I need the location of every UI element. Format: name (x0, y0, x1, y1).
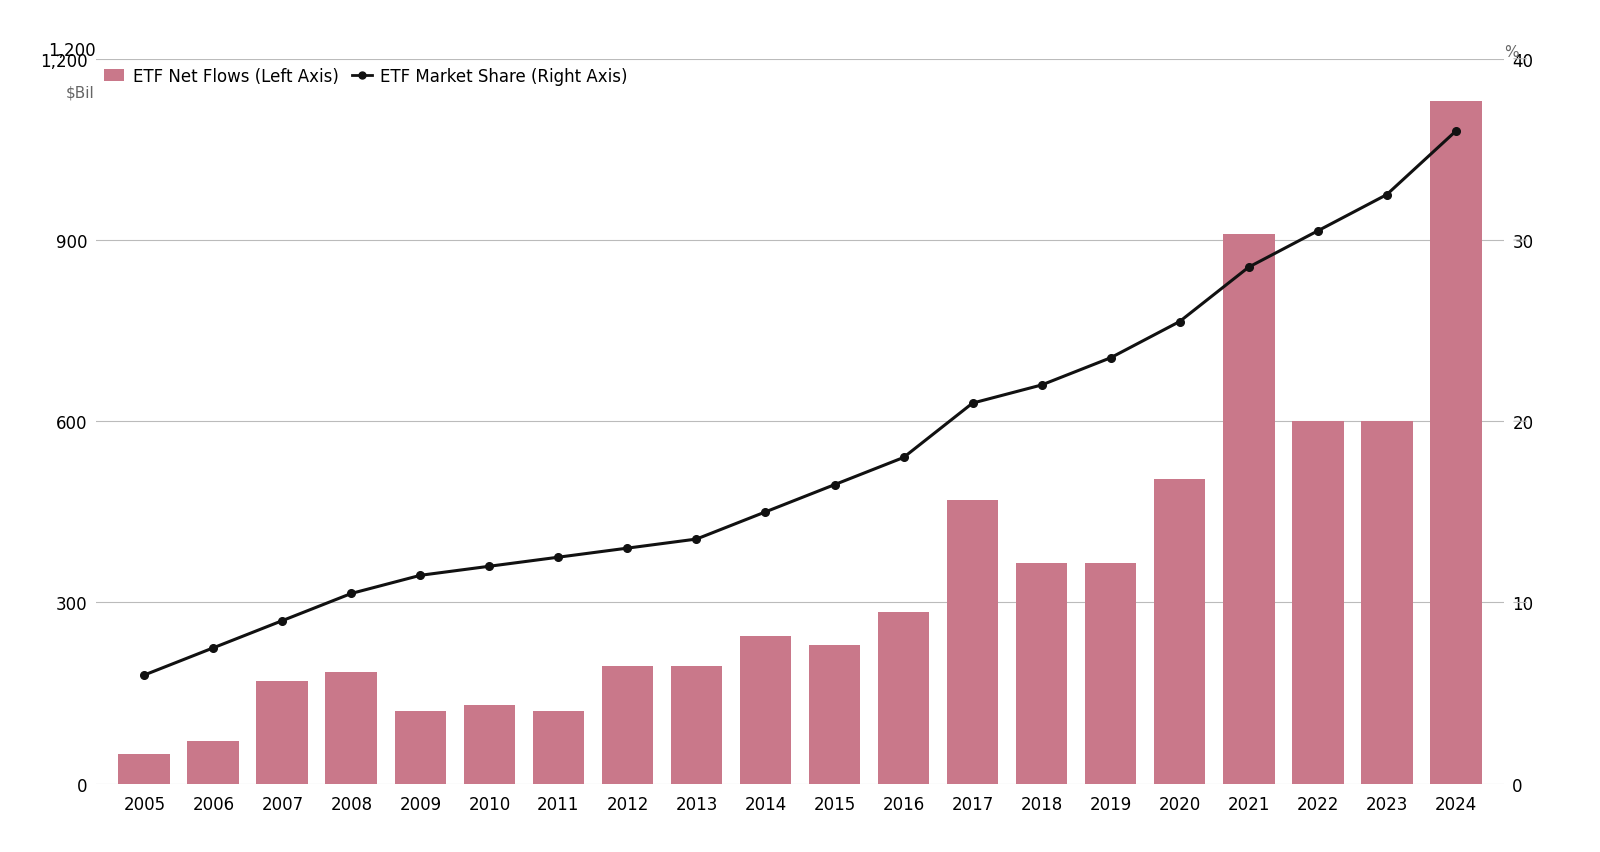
Text: $Bil: $Bil (66, 85, 94, 100)
Bar (1291, 422, 1344, 784)
Bar (464, 705, 515, 784)
Legend: ETF Net Flows (Left Axis), ETF Market Share (Right Axis): ETF Net Flows (Left Axis), ETF Market Sh… (104, 68, 627, 86)
Bar (602, 666, 653, 784)
Bar (739, 636, 792, 784)
Bar (1430, 102, 1482, 784)
Bar (1222, 234, 1275, 784)
Bar (256, 682, 309, 784)
Bar (1016, 563, 1067, 784)
Text: %: % (1504, 44, 1518, 60)
Bar (1360, 422, 1413, 784)
Bar (1085, 563, 1136, 784)
Bar (533, 711, 584, 784)
Bar (187, 741, 240, 784)
Bar (808, 645, 861, 784)
Bar (395, 711, 446, 784)
Bar (325, 672, 378, 784)
Bar (118, 754, 170, 784)
Bar (947, 500, 998, 784)
Text: 1,200: 1,200 (48, 42, 96, 60)
Bar (670, 666, 722, 784)
Bar (878, 612, 930, 784)
Bar (1154, 479, 1205, 784)
